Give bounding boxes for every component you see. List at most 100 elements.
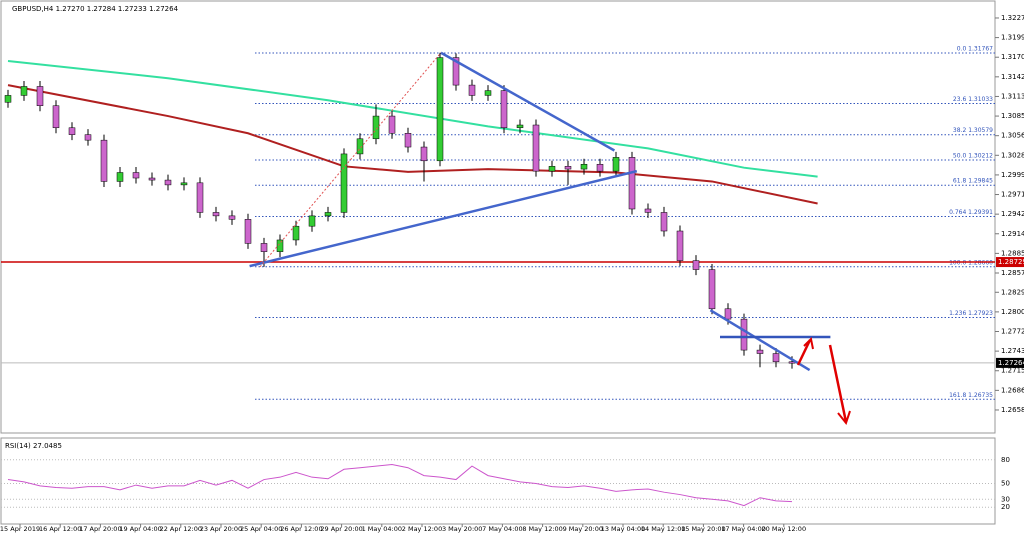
- candle-body: [772, 353, 780, 363]
- x-tick-label: 9 May 20:00: [563, 525, 603, 533]
- x-tick-label: 22 Apr 12:00: [160, 525, 202, 533]
- main-frame: [0, 0, 996, 434]
- candle-body: [660, 212, 668, 232]
- candle-body: [244, 219, 252, 244]
- y-tick-label: 1.29425: [1001, 210, 1024, 218]
- x-tick-label: 25 Apr 04:00: [240, 525, 282, 533]
- candle-body: [436, 57, 444, 162]
- candle-body: [548, 166, 556, 172]
- y-tick-label: 1.30850: [1001, 112, 1024, 120]
- y-tick-label: 50: [1001, 480, 1010, 488]
- candle-body: [84, 134, 92, 141]
- arrow-head: [837, 410, 851, 426]
- candle-body: [196, 182, 204, 213]
- candle-body: [644, 208, 652, 213]
- y-tick-label: 1.27150: [1001, 367, 1024, 375]
- y-tick-label: 1.32275: [1001, 14, 1024, 22]
- y-tick-label: 80: [1001, 456, 1010, 464]
- y-tick-label: 1.26580: [1001, 406, 1024, 414]
- y-tick-label: 1.31990: [1001, 34, 1024, 42]
- y-tick-label: 1.26865: [1001, 386, 1024, 394]
- trendline: [249, 169, 638, 268]
- x-tick-label: 1 May 04:00: [362, 525, 402, 533]
- candle-body: [100, 139, 108, 182]
- x-tick-label: 13 May 04:00: [601, 525, 646, 533]
- candle-body: [516, 124, 524, 129]
- price-box: [996, 257, 1024, 268]
- fib-label: 1.236 1.27923: [949, 310, 993, 317]
- candle-body: [500, 90, 508, 129]
- x-tick-label: 26 Apr 12:00: [280, 525, 322, 533]
- x-tick-label: 20 May 12:00: [762, 525, 807, 533]
- candle-body: [692, 260, 700, 270]
- moving-average: [7, 60, 818, 178]
- candle-body: [740, 318, 748, 351]
- candle-body: [404, 133, 412, 148]
- y-tick-label: 1.29140: [1001, 230, 1024, 238]
- candle-body: [212, 212, 220, 217]
- candle-body: [356, 138, 364, 155]
- candle-body: [324, 212, 332, 217]
- price-label: 1.27264: [998, 359, 1024, 367]
- candle-body: [612, 157, 620, 172]
- fib-label: 38.2 1.30579: [953, 127, 993, 134]
- candle-body: [388, 115, 396, 134]
- candle-body: [20, 86, 28, 96]
- candle-body: [276, 239, 284, 252]
- candle-body: [36, 86, 44, 106]
- y-tick-label: 1.31705: [1001, 53, 1024, 61]
- x-tick-label: 8 May 12:00: [522, 525, 562, 533]
- candle-body: [724, 308, 732, 320]
- candle-body: [468, 84, 476, 96]
- candle-body: [228, 215, 236, 220]
- y-tick-label: 1.27720: [1001, 328, 1024, 336]
- candle-body: [676, 230, 684, 261]
- rsi-frame: [0, 437, 996, 525]
- price-label: 1.28729: [998, 258, 1024, 266]
- candle-body: [596, 163, 604, 172]
- y-tick-label: 1.28005: [1001, 308, 1024, 316]
- candle-body: [628, 157, 636, 210]
- y-tick-label: 1.29710: [1001, 191, 1024, 199]
- fib-label: 0.764 1.29391: [949, 209, 993, 216]
- x-tick-label: 17 Apr 20:00: [79, 525, 121, 533]
- y-tick-label: 1.30280: [1001, 151, 1024, 159]
- candle-body: [564, 166, 572, 170]
- x-tick-label: 29 Apr 20:00: [320, 525, 362, 533]
- x-tick-label: 7 May 04:00: [482, 525, 522, 533]
- rsi-line: [7, 464, 793, 507]
- fib-label: 23.6 1.31033: [953, 96, 993, 103]
- x-tick-label: 16 Apr 12:00: [39, 525, 81, 533]
- fib-label: 0.0 1.31767: [957, 45, 993, 52]
- moving-average: [7, 84, 818, 205]
- candle-body: [308, 215, 316, 227]
- y-tick-label: 1.27435: [1001, 347, 1024, 355]
- candle-body: [484, 90, 492, 96]
- x-tick-label: 15 Apr 2019: [0, 525, 40, 533]
- y-tick-label: 1.31135: [1001, 92, 1024, 100]
- y-tick-label: 1.28855: [1001, 249, 1024, 257]
- arrow-head: [803, 336, 814, 350]
- candle-body: [116, 172, 124, 182]
- candle-body: [580, 163, 588, 170]
- candle-body: [132, 172, 140, 179]
- fib-label: 50.0 1.30212: [953, 152, 993, 159]
- candle-body: [180, 182, 188, 186]
- y-tick-label: 20: [1001, 503, 1010, 511]
- arrow-down: [828, 344, 848, 423]
- price-box: [996, 357, 1024, 368]
- arrow-up: [796, 339, 812, 366]
- candle-body: [52, 105, 60, 129]
- x-tick-label: 3 May 20:00: [442, 525, 482, 533]
- y-tick-label: 1.29995: [1001, 171, 1024, 179]
- x-tick-label: 17 May 04:00: [721, 525, 766, 533]
- x-tick-label: 14 May 12:00: [641, 525, 686, 533]
- rsi-title: RSI(14) 27.0485: [5, 442, 62, 450]
- y-tick-label: 1.31420: [1001, 73, 1024, 81]
- candle-body: [372, 115, 380, 140]
- y-tick-label: 1.28570: [1001, 269, 1024, 277]
- candle-body: [4, 95, 12, 103]
- y-tick-label: 1.30565: [1001, 132, 1024, 140]
- trendline: [259, 52, 442, 268]
